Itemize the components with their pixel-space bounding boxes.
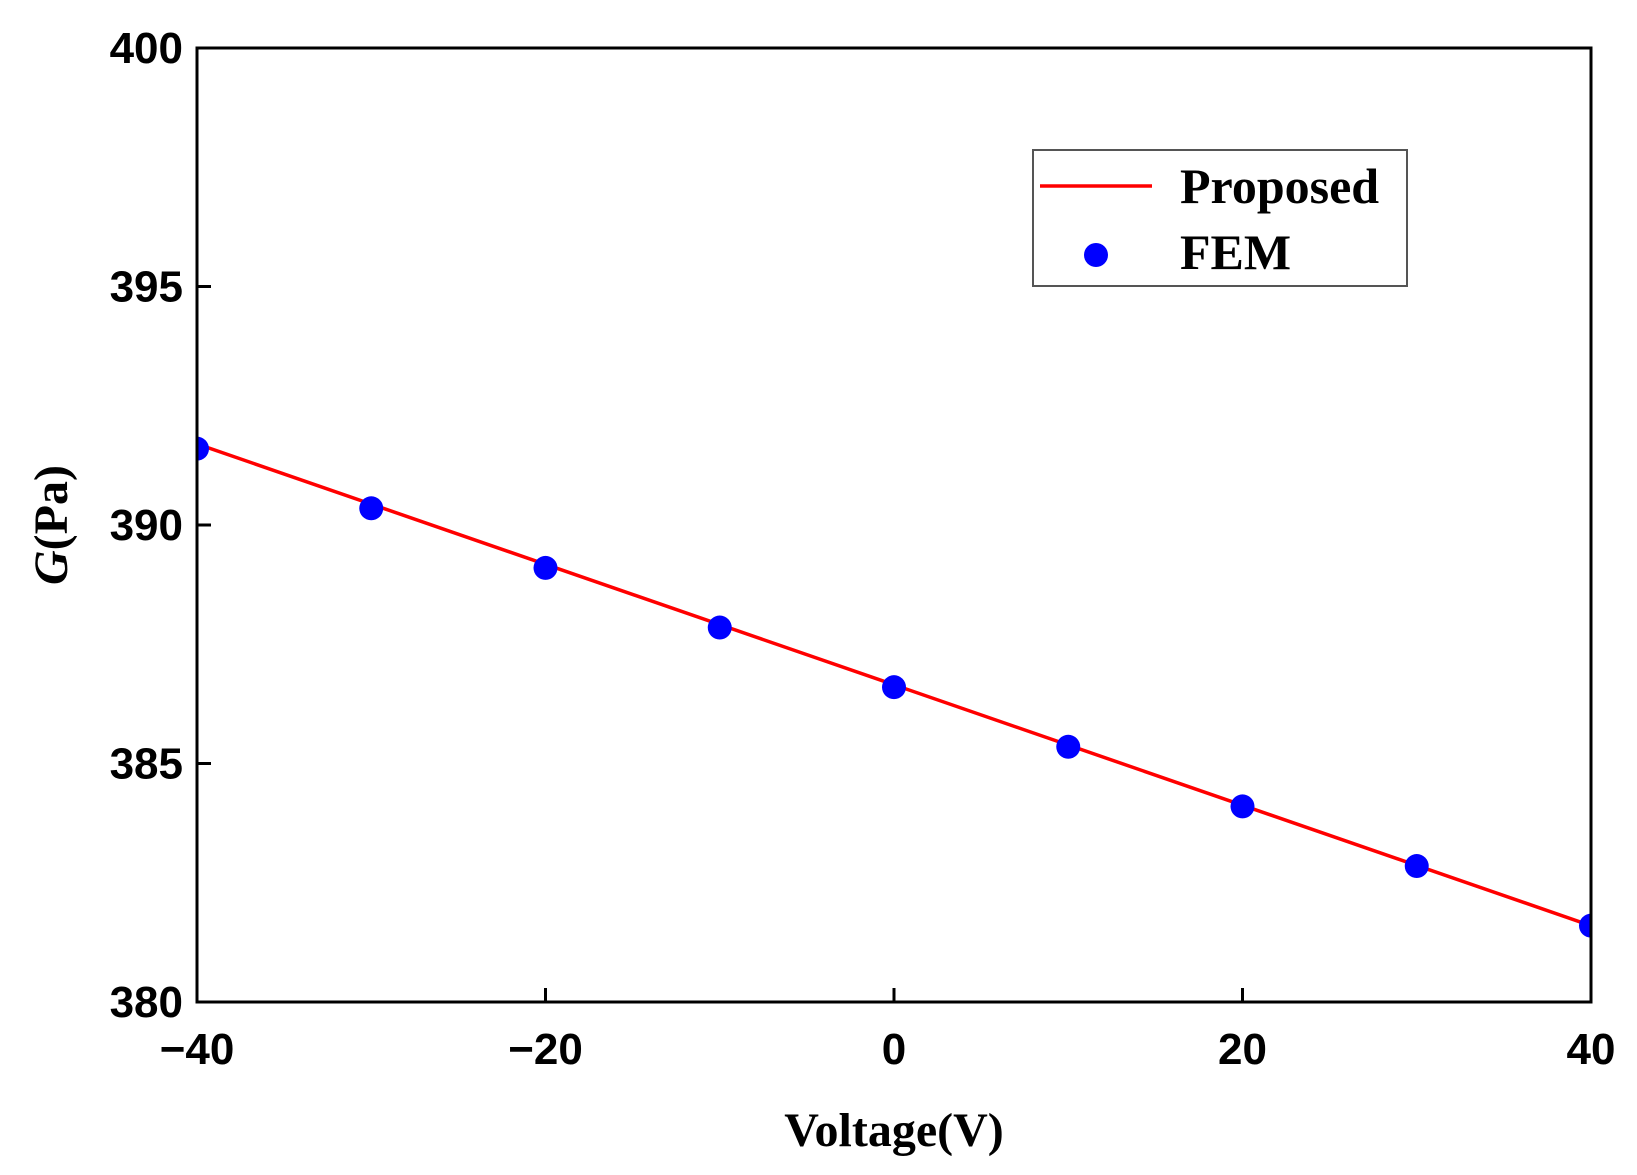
data-point-fem [359,496,384,521]
x-tick-label: −20 [508,1025,583,1074]
legend: Proposed FEM [1032,149,1408,287]
legend-swatch-fem [1084,243,1108,267]
y-tick-label: 385 [110,740,183,789]
y-axis-title-symbol: G [25,550,78,585]
y-axis-title: G(Pa) [25,465,78,585]
data-point-fem [197,436,209,461]
data-point-fem [1056,734,1081,759]
data-point-fem [707,615,732,640]
y-tick-label: 400 [110,24,183,73]
y-tick-label: 380 [110,978,183,1027]
x-tick-label: 40 [1567,1025,1616,1074]
data-point-fem [1404,854,1429,879]
legend-label-proposed: Proposed [1180,158,1379,214]
plot-area [197,436,1591,938]
x-tick-label: 20 [1218,1025,1267,1074]
x-tick-label: −40 [160,1025,235,1074]
x-axis-title: Voltage(V) [784,1104,1004,1157]
data-point-fem [882,675,906,700]
x-tick-label: 0 [882,1025,906,1074]
data-point-fem [1230,794,1255,819]
axes: −40 −20 0 20 40 380 385 390 395 400 [110,24,1616,1074]
legend-label-fem: FEM [1180,224,1291,280]
data-point-fem [1579,913,1591,938]
y-axis-title-unit: (Pa) [25,465,78,550]
y-tick-label: 395 [110,263,183,312]
data-point-fem [533,555,558,580]
y-tick-label: 390 [110,501,183,550]
